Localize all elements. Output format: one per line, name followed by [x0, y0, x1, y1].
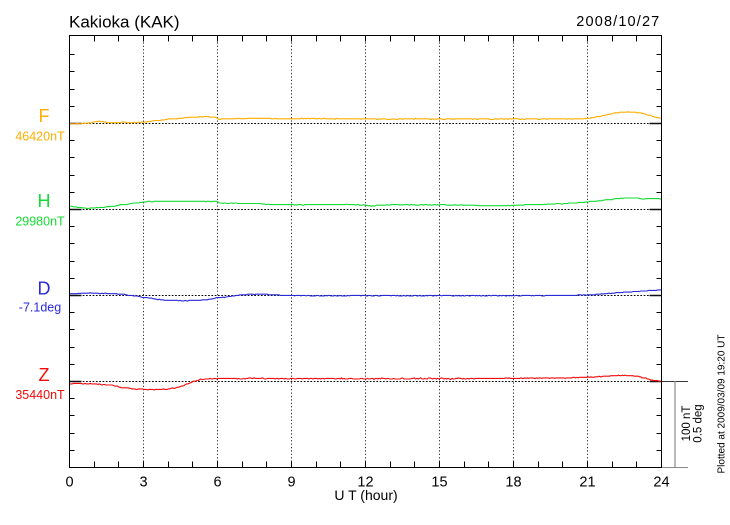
svg-text:100 nT: 100 nT: [681, 406, 693, 442]
svg-text:Plotted at 2009/03/09 19:20 UT: Plotted at 2009/03/09 19:20 UT: [717, 335, 728, 474]
svg-text:21: 21: [579, 474, 595, 490]
svg-text:0: 0: [65, 474, 73, 490]
svg-text:U T (hour): U T (hour): [334, 487, 397, 503]
svg-text:Z: Z: [39, 365, 50, 385]
svg-text:H: H: [38, 191, 51, 211]
svg-text:F: F: [39, 106, 50, 126]
svg-text:15: 15: [431, 474, 447, 490]
svg-text:Kakioka (KAK): Kakioka (KAK): [69, 13, 180, 32]
svg-text:0.5 deg: 0.5 deg: [693, 404, 705, 442]
svg-text:2008/10/27: 2008/10/27: [576, 14, 660, 30]
svg-text:9: 9: [287, 474, 295, 490]
svg-text:-7.1deg: -7.1deg: [19, 301, 61, 315]
svg-text:D: D: [38, 279, 51, 299]
svg-text:12: 12: [357, 474, 373, 490]
svg-text:24: 24: [653, 474, 669, 490]
svg-text:18: 18: [505, 474, 521, 490]
svg-text:46420nT: 46420nT: [15, 130, 65, 144]
svg-text:3: 3: [139, 474, 147, 490]
svg-text:29980nT: 29980nT: [15, 215, 65, 229]
svg-text:6: 6: [213, 474, 221, 490]
svg-text:35440nT: 35440nT: [15, 388, 65, 402]
